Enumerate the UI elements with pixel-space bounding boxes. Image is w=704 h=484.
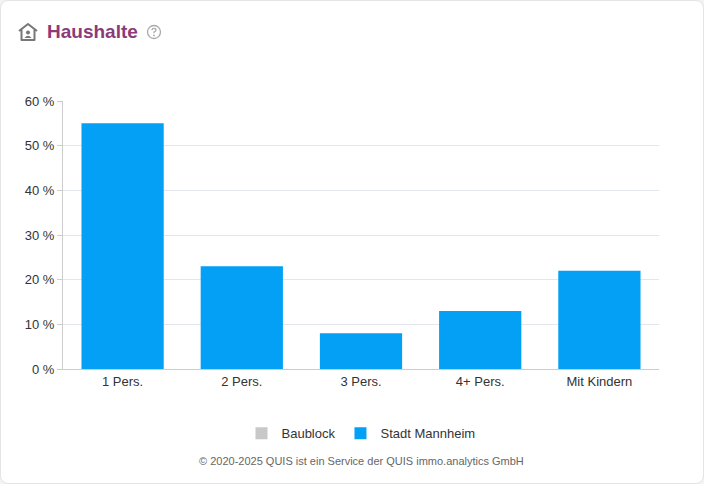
svg-text:© 2020-2025 QUIS ist ein Servi: © 2020-2025 QUIS ist ein Service der QUI… [199,455,524,467]
svg-text:2 Pers.: 2 Pers. [221,374,262,389]
svg-text:Stadt Mannheim: Stadt Mannheim [380,426,475,441]
svg-text:20 %: 20 % [25,272,55,287]
svg-text:40 %: 40 % [25,183,55,198]
svg-text:4+ Pers.: 4+ Pers. [456,374,505,389]
svg-text:3 Pers.: 3 Pers. [340,374,381,389]
svg-text:Baublock: Baublock [282,426,336,441]
svg-text:1 Pers.: 1 Pers. [102,374,143,389]
svg-text:Mit Kindern: Mit Kindern [567,374,633,389]
svg-text:10 %: 10 % [25,317,55,332]
html-text:Haushalte: Haushalte [47,21,138,42]
svg-text:50 %: 50 % [25,138,55,153]
svg-text:0 %: 0 % [32,362,55,377]
svg-text:30 %: 30 % [25,228,55,243]
svg-text:60 %: 60 % [25,94,55,109]
